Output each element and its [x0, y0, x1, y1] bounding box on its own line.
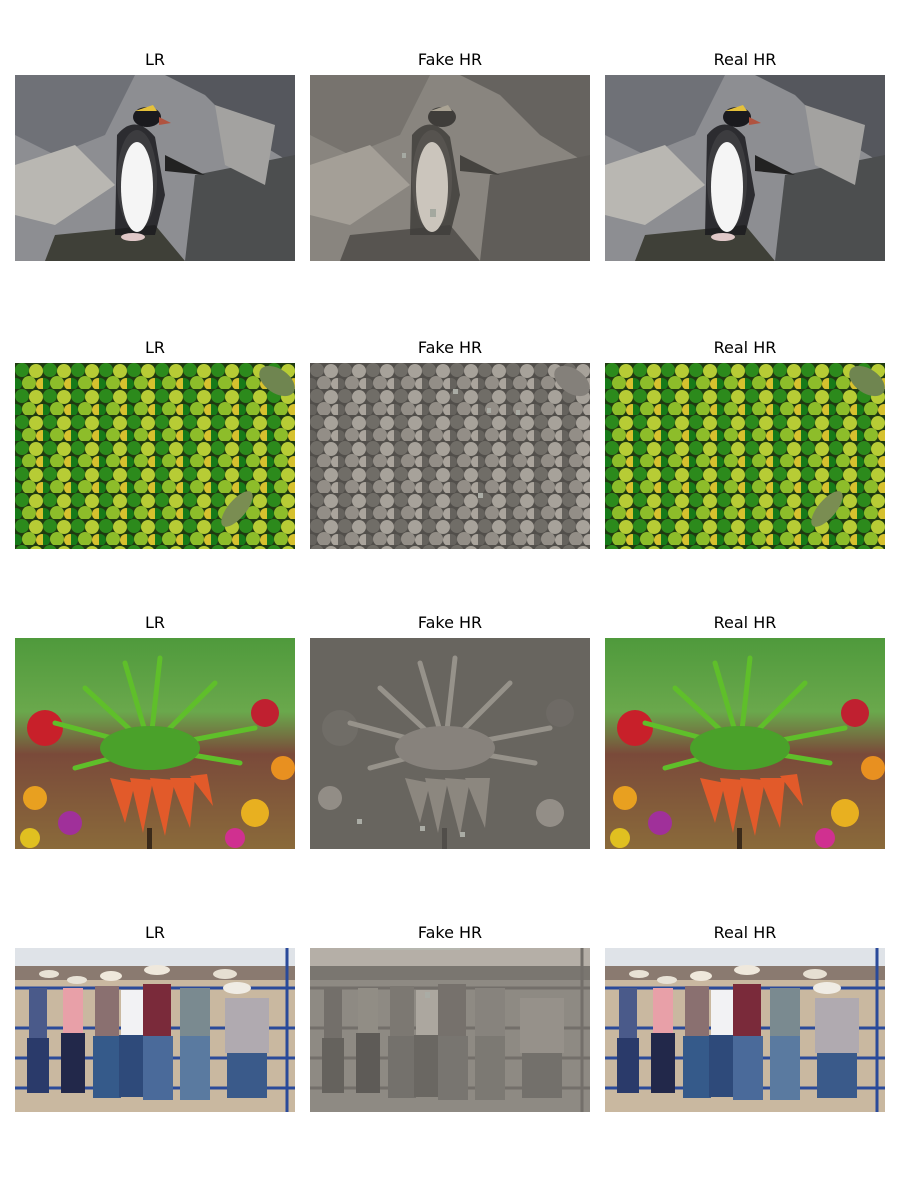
panel-r4-real: Real HR	[605, 923, 885, 1112]
panel-title: LR	[144, 923, 166, 942]
panel-title: Fake HR	[417, 338, 483, 357]
panel-title: Real HR	[713, 923, 777, 942]
cowboys-image	[15, 948, 295, 1112]
panel-r1-real: Real HR	[605, 50, 885, 261]
panel-title: Real HR	[713, 613, 777, 632]
panel-r2-fake: Fake HR	[310, 338, 590, 549]
limes-image	[605, 363, 885, 549]
panel-title: Fake HR	[417, 613, 483, 632]
cowboys-image	[310, 948, 590, 1112]
panel-title: Real HR	[713, 338, 777, 357]
panel-r1-fake: Fake HR	[310, 50, 590, 261]
panel-r3-lr: LR	[15, 613, 295, 849]
limes-image	[15, 363, 295, 549]
panel-r2-lr: LR	[15, 338, 295, 549]
flower-image	[605, 638, 885, 849]
flower-image	[15, 638, 295, 849]
panel-r1-lr: LR	[15, 50, 295, 261]
penguin-image	[605, 75, 885, 261]
panel-r3-real: Real HR	[605, 613, 885, 849]
penguin-image	[310, 75, 590, 261]
panel-r4-fake: Fake HR	[310, 923, 590, 1112]
panel-r2-real: Real HR	[605, 338, 885, 549]
flower-image	[310, 638, 590, 849]
panel-title: LR	[144, 338, 166, 357]
penguin-image	[15, 75, 295, 261]
panel-title: Fake HR	[417, 50, 483, 69]
panel-r3-fake: Fake HR	[310, 613, 590, 849]
panel-title: LR	[144, 50, 166, 69]
panel-title: Real HR	[713, 50, 777, 69]
panel-title: Fake HR	[417, 923, 483, 942]
cowboys-image	[605, 948, 885, 1112]
panel-title: LR	[144, 613, 166, 632]
limes-image	[310, 363, 590, 549]
panel-r4-lr: LR	[15, 923, 295, 1112]
